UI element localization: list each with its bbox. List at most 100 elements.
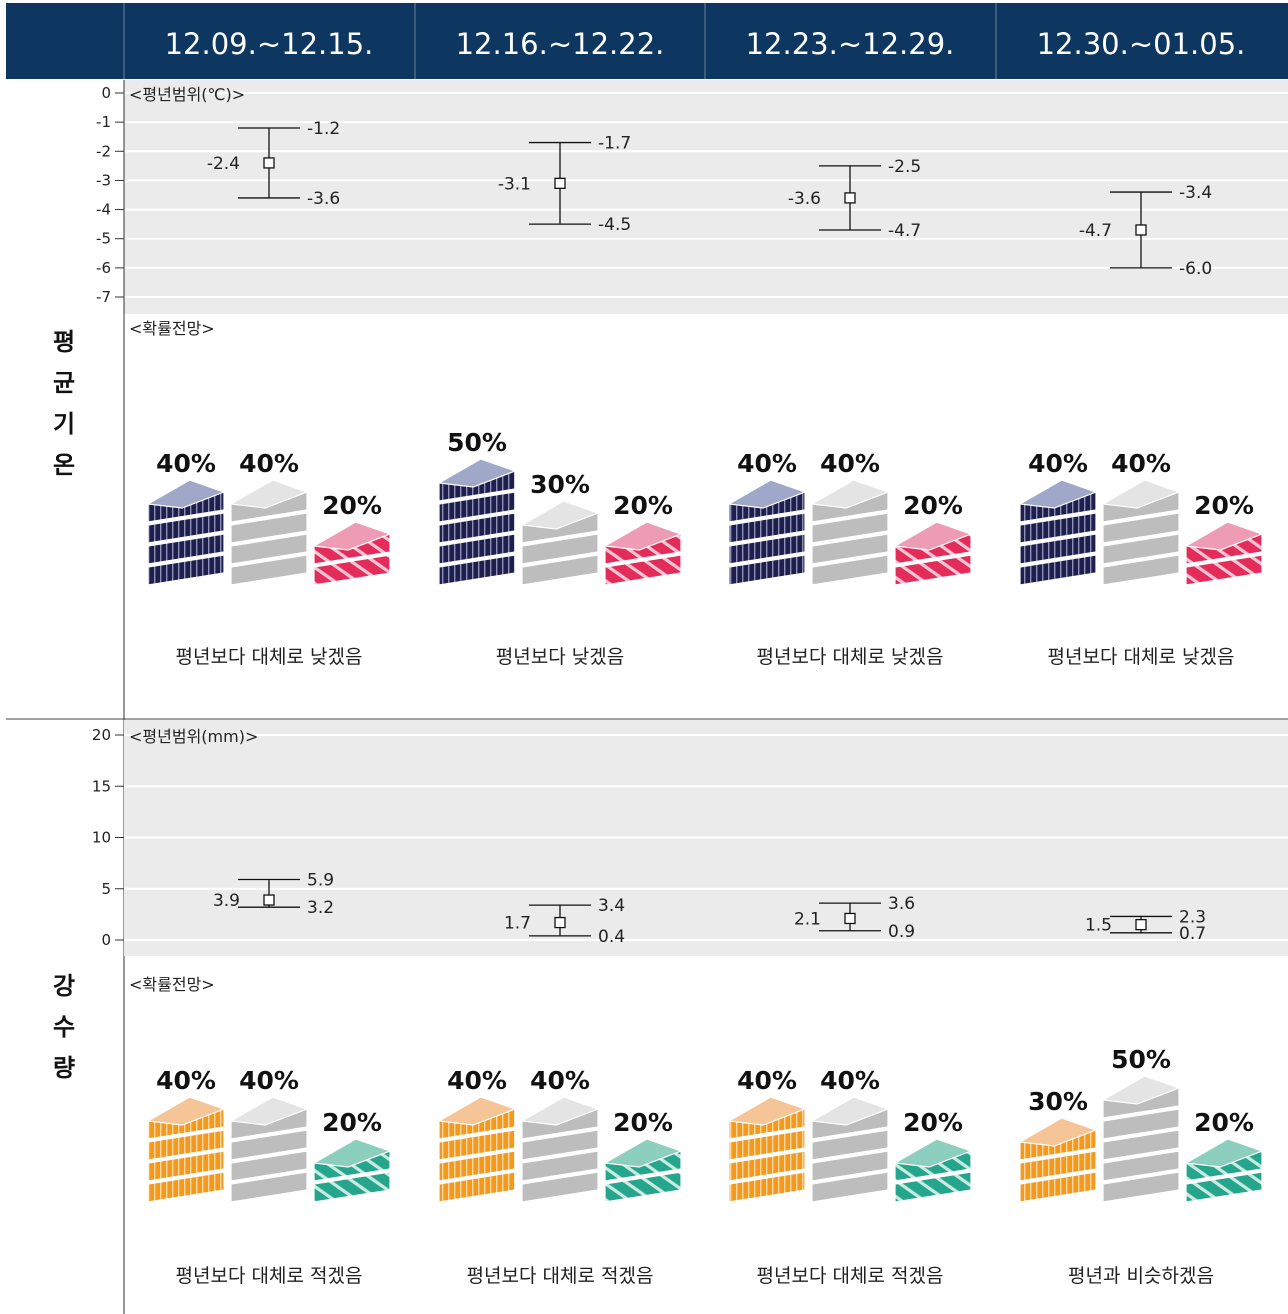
precipitation-probability-panel: <확률전망> 40% 40% 20% 40% 40% 20% 40% 40% 20% 30% 50%… [129, 975, 1264, 1287]
stack-layer [604, 1171, 682, 1203]
stack-layer [1102, 554, 1180, 586]
precipitation-probability-label: <확률전망> [129, 975, 215, 994]
probability-stack: 40% [727, 1066, 807, 1203]
mean-value-label: 1.5 [1085, 916, 1112, 936]
stack-layer [728, 1150, 806, 1182]
stack-layer [1019, 512, 1097, 544]
lower-value-label: -4.7 [888, 221, 921, 241]
stack-layer [811, 1150, 889, 1182]
mean-marker [263, 157, 275, 169]
outlook-text: 평년보다 대체로 적겠음 [176, 1265, 363, 1287]
probability-stack: 40% [727, 449, 807, 586]
side-label-char: 수 [53, 1013, 75, 1041]
upper-value-label: -1.7 [598, 134, 631, 154]
side-label-char: 강 [53, 972, 75, 1000]
probability-label: 30% [1028, 1087, 1088, 1116]
stack-top [1184, 521, 1264, 551]
stack-top [893, 521, 973, 551]
stack-layer [438, 1171, 516, 1203]
mean-marker [263, 894, 275, 906]
temperature-range-panel: <평년범위(℃)> 0 -1 -2 -3 -4 -5 -6 -7 -1.2 -3.6 -2.4 -1… [96, 80, 1288, 314]
header: 12.09.~12.15. 12.16.~12.22. 12.23.~12.29… [6, 3, 1288, 79]
y-tick-label: 0 [101, 931, 111, 949]
lower-value-label: -3.6 [307, 189, 340, 209]
stack-layer [728, 512, 806, 544]
stack-layer [521, 1171, 599, 1203]
lower-value-label: 3.2 [307, 898, 334, 918]
stack-layer [728, 533, 806, 565]
probability-label: 40% [820, 1066, 880, 1095]
stack-layer [147, 1129, 225, 1161]
outlook-text: 평년보다 대체로 적겠음 [467, 1265, 654, 1287]
stack-layer [438, 1150, 516, 1182]
probability-label: 20% [322, 1108, 382, 1137]
probability-stack: 40% [810, 449, 890, 586]
stack-layer [1102, 1171, 1180, 1203]
probability-stack: 30% [520, 470, 600, 586]
probability-stack: 40% [229, 1066, 309, 1203]
precipitation-side-label: 강수량 [53, 972, 75, 1082]
y-tick-label: -5 [96, 230, 111, 248]
probability-label: 20% [322, 491, 382, 520]
probability-label: 40% [239, 1066, 299, 1095]
stack-layer [811, 1129, 889, 1161]
probability-label: 40% [530, 1066, 590, 1095]
stack-layer [147, 1171, 225, 1203]
period-label: 12.30.~01.05. [1037, 27, 1246, 61]
stack-top [1018, 479, 1098, 509]
mean-value-label: 3.9 [213, 891, 240, 911]
y-tick-label: 20 [92, 726, 111, 744]
probability-stack: 20% [1184, 1108, 1264, 1203]
probability-label: 40% [1028, 449, 1088, 478]
header-background [6, 3, 1288, 79]
stack-top [1184, 1138, 1264, 1168]
stack-top [1018, 1117, 1098, 1147]
stack-layer [438, 491, 516, 523]
mean-value-label: -3.6 [788, 189, 821, 209]
side-label-char: 평 [53, 328, 75, 356]
stack-layer [811, 554, 889, 586]
probability-label: 50% [1111, 1045, 1171, 1074]
stack-layer [147, 512, 225, 544]
stack-layer [147, 533, 225, 565]
stack-top [810, 479, 890, 509]
probability-label: 40% [1111, 449, 1171, 478]
stack-top [146, 479, 226, 509]
mean-value-label: -4.7 [1079, 221, 1112, 241]
stack-layer [147, 554, 225, 586]
stack-layer [811, 1171, 889, 1203]
outlook-text: 평년보다 대체로 적겠음 [757, 1265, 944, 1287]
lower-value-label: -4.5 [598, 215, 631, 235]
stack-layer [438, 1129, 516, 1161]
stack-top [893, 1138, 973, 1168]
stack-layer [1102, 1150, 1180, 1182]
stack-layer [1185, 554, 1263, 586]
probability-label: 40% [239, 449, 299, 478]
upper-value-label: 2.3 [1179, 907, 1206, 927]
stack-layer [313, 554, 391, 586]
y-tick-label: -4 [96, 201, 111, 219]
stack-top [520, 500, 600, 530]
stack-layer [894, 1171, 972, 1203]
probability-stack: 30% [1018, 1087, 1098, 1203]
stack-top [1101, 479, 1181, 509]
probability-stack: 20% [603, 491, 683, 586]
side-label-char: 기 [53, 410, 75, 438]
stack-top [727, 479, 807, 509]
stack-top [1101, 1075, 1181, 1105]
mean-value-label: -3.1 [498, 174, 531, 194]
upper-value-label: -2.5 [888, 157, 921, 177]
lower-value-label: 0.7 [1179, 924, 1206, 944]
outlook-text: 평년보다 대체로 낮겠음 [176, 646, 363, 668]
outlook-text: 평년보다 대체로 낮겠음 [757, 646, 944, 668]
stack-layer [1102, 533, 1180, 565]
stack-layer [811, 533, 889, 565]
probability-label: 40% [737, 449, 797, 478]
stack-top [229, 1096, 309, 1126]
outlook-text: 평년과 비슷하겠음 [1068, 1265, 1214, 1287]
mean-marker [554, 177, 566, 189]
probability-stack: 40% [1101, 449, 1181, 586]
stack-layer [728, 1129, 806, 1161]
temperature-range-label: <평년범위(℃)> [129, 85, 245, 104]
